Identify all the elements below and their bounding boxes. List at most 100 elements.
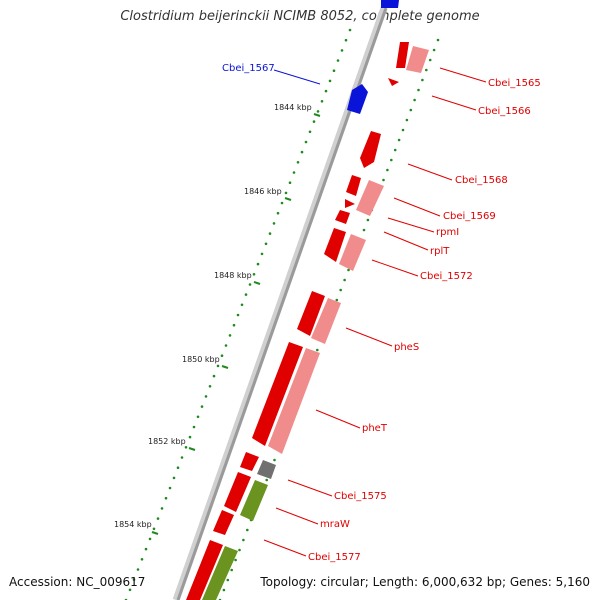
gene-cbei-1565-shade[interactable] <box>406 46 429 73</box>
gene-trna-block[interactable] <box>257 460 276 479</box>
leader-rplt <box>383 231 429 251</box>
outer-ring-dot <box>366 218 370 222</box>
label-cbei-1577[interactable]: Cbei_1577 <box>308 552 361 563</box>
label-cbei-1567[interactable]: Cbei_1567 <box>222 63 275 74</box>
label-cbei-1569[interactable]: Cbei_1569 <box>443 211 496 222</box>
tick-mark-1850 <box>221 365 229 369</box>
inner-ring-dot <box>160 507 164 510</box>
gene-cbei-1568-forward[interactable] <box>360 131 381 168</box>
gene-cbei-1575-forward[interactable] <box>240 452 259 471</box>
outer-ring-dot <box>421 78 424 82</box>
gene-pheS-forward[interactable] <box>297 291 325 336</box>
leader-cbei-1566 <box>431 95 477 111</box>
genes-shaded <box>202 0 429 600</box>
label-phet[interactable]: pheT <box>362 423 388 434</box>
inner-ring-dot <box>136 568 140 571</box>
leader-cbei-1567 <box>273 69 321 85</box>
outer-ring-dot <box>226 578 230 582</box>
inner-ring-dot <box>276 211 280 215</box>
inner-ring-dot <box>320 100 324 103</box>
gene-mraW-shade[interactable] <box>240 480 268 521</box>
inner-ring-dot <box>232 323 236 327</box>
outer-ring-dot <box>405 118 409 122</box>
label-phes[interactable]: pheS <box>394 342 419 353</box>
outer-ring-dot <box>335 298 339 302</box>
inner-ring-dot <box>288 181 292 184</box>
inner-ring-dot <box>184 446 188 449</box>
inner-ring-dot <box>148 537 152 541</box>
gene-pheT-shade[interactable] <box>268 348 320 454</box>
gene-cbei-1572-forward[interactable] <box>324 228 346 262</box>
leader-cbei-1568 <box>407 163 453 181</box>
outer-ring-dot <box>428 58 432 62</box>
gene-downstream-forward[interactable] <box>186 540 223 600</box>
tick-label-1846: 1846 kbp <box>244 187 282 196</box>
outer-ring-dot <box>397 138 401 142</box>
outer-ring-dot <box>265 478 269 482</box>
tick-mark-1846 <box>284 197 292 201</box>
map-title: Clostridium beijerinckii NCIMB 8052, com… <box>120 9 480 24</box>
outer-ring-dot <box>222 588 226 592</box>
gene-rpmI-forward[interactable] <box>345 199 355 208</box>
outer-ring-dot <box>390 158 393 162</box>
leader-cbei-1569 <box>393 197 441 217</box>
gene-cbei-1567[interactable] <box>347 84 368 114</box>
gene-mraW-forward[interactable] <box>224 472 251 512</box>
gene-rplT-forward[interactable] <box>335 210 350 224</box>
gene-cbei-1565-forward[interactable] <box>396 42 409 68</box>
inner-ring-dot <box>312 120 316 123</box>
tick-label-1852: 1852 kbp <box>148 437 186 446</box>
outer-ring-dot <box>339 288 343 292</box>
gene-cbei-1569-forward[interactable] <box>346 175 361 196</box>
inner-ring-dot <box>280 201 284 205</box>
outer-ring-dot <box>234 558 237 562</box>
inner-ring-dot <box>344 38 348 42</box>
gene-top-blue-block[interactable] <box>381 0 399 8</box>
tick-mark-1852 <box>188 447 196 451</box>
gene-labels: Cbei_1567 Cbei_1565 Cbei_1566 Cbei_1568 … <box>222 63 541 563</box>
label-mraw[interactable]: mraW <box>320 519 350 530</box>
inner-ring-dot <box>224 344 228 347</box>
outer-ring-dot <box>413 98 416 102</box>
label-cbei-1566[interactable]: Cbei_1566 <box>478 106 531 117</box>
inner-ring-dot <box>200 405 204 408</box>
gene-cbei-1572-shade[interactable] <box>339 234 366 271</box>
tick-label-1850: 1850 kbp <box>182 355 220 364</box>
inner-ring-dot <box>128 588 132 592</box>
label-cbei-1565[interactable]: Cbei_1565 <box>488 78 541 89</box>
leader-cbei-1577 <box>263 539 307 557</box>
outer-ring-dot <box>425 68 428 72</box>
outer-ring-dot <box>343 278 346 282</box>
label-cbei-1568[interactable]: Cbei_1568 <box>455 175 508 186</box>
gene-cbei-1569-shade[interactable] <box>356 180 384 216</box>
leader-phet <box>315 409 361 429</box>
outer-ring-dot <box>347 268 350 272</box>
outer-ring-dot <box>393 148 397 152</box>
inner-ring-dot <box>176 466 180 470</box>
inner-ring-dot <box>156 517 160 520</box>
inner-ring-dot <box>236 313 240 317</box>
inner-ring-dot <box>336 59 340 62</box>
leader-cbei-1572 <box>371 259 419 277</box>
label-cbei-1572[interactable]: Cbei_1572 <box>420 271 473 282</box>
gene-pheT-forward[interactable] <box>252 342 303 446</box>
gene-cbei-1577-forward[interactable] <box>213 510 234 535</box>
tick-mark-1848 <box>253 281 261 285</box>
gene-cbei-1566-forward[interactable] <box>388 78 399 86</box>
label-rplt[interactable]: rplT <box>430 246 450 257</box>
inner-ring-dot <box>308 130 312 134</box>
inner-ring-dot <box>132 578 136 581</box>
inner-ring-dot <box>164 496 168 500</box>
label-rpmi[interactable]: rpmI <box>436 227 459 238</box>
label-cbei-1575[interactable]: Cbei_1575 <box>334 491 387 502</box>
gene-pheS-shade[interactable] <box>311 298 341 344</box>
inner-ring-dot <box>220 354 224 358</box>
inner-ring-dot <box>304 140 308 144</box>
outer-ring-dot <box>362 228 366 232</box>
topology-summary: Topology: circular; Length: 6,000,632 bp… <box>260 575 590 589</box>
inner-ring-dot <box>144 547 148 551</box>
outer-ring-dot <box>238 548 241 552</box>
gene-cbei-1577-shade[interactable] <box>202 546 238 600</box>
tick-mark-1854 <box>151 531 159 535</box>
